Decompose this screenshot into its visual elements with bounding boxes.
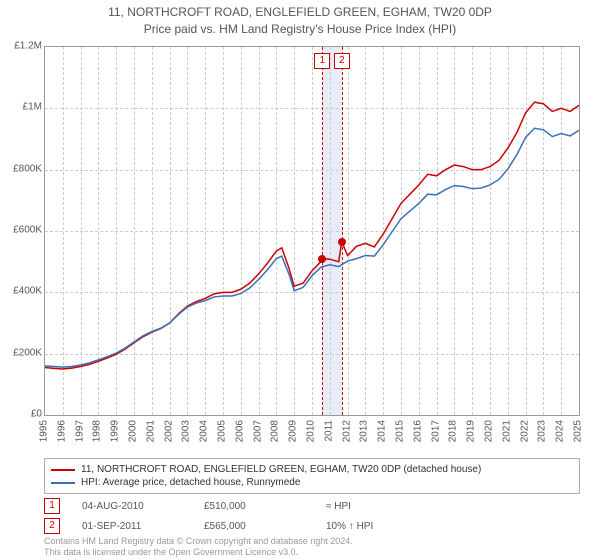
transaction-row: 2 01-SEP-2011 £565,000 10% ↑ HPI (44, 516, 580, 536)
footer-line-2: This data is licensed under the Open Gov… (44, 547, 298, 557)
x-axis-label: 1999 (110, 420, 121, 442)
y-axis-label: £0 (2, 409, 42, 420)
y-axis-label: £800K (2, 163, 42, 174)
chart-title: 11, NORTHCROFT ROAD, ENGLEFIELD GREEN, E… (0, 0, 600, 38)
transaction-price: £565,000 (204, 521, 304, 532)
series-hpi (45, 128, 579, 367)
transaction-note: ≈ HPI (326, 501, 426, 512)
y-axis-label: £600K (2, 225, 42, 236)
x-axis-label: 1998 (92, 420, 103, 442)
x-axis-label: 1996 (56, 420, 67, 442)
x-axis-label: 2019 (466, 420, 477, 442)
transaction-row: 1 04-AUG-2010 £510,000 ≈ HPI (44, 496, 580, 516)
marker-dot (338, 238, 346, 246)
x-axis-label: 2013 (359, 420, 370, 442)
marker-dot (318, 255, 326, 263)
transaction-index: 2 (44, 518, 60, 534)
x-axis-label: 2000 (128, 420, 139, 442)
x-axis-label: 2006 (234, 420, 245, 442)
x-axis-label: 2008 (270, 420, 281, 442)
x-axis-label: 2022 (519, 420, 530, 442)
transaction-date: 04-AUG-2010 (82, 501, 182, 512)
transaction-index: 1 (44, 498, 60, 514)
x-axis-label: 2002 (163, 420, 174, 442)
marker-label: 2 (334, 53, 350, 69)
marker-label: 1 (314, 53, 330, 69)
x-axis-label: 2011 (323, 420, 334, 442)
plot-area: 12 (44, 46, 580, 416)
series-svg (45, 47, 579, 415)
x-axis-label: 2010 (306, 420, 317, 442)
transaction-note: 10% ↑ HPI (326, 521, 426, 532)
x-axis-label: 2003 (181, 420, 192, 442)
legend-swatch (51, 469, 75, 471)
legend-row: 11, NORTHCROFT ROAD, ENGLEFIELD GREEN, E… (51, 463, 573, 476)
y-axis-label: £1.2M (2, 41, 42, 52)
x-axis-label: 2025 (573, 420, 584, 442)
transaction-date: 01-SEP-2011 (82, 521, 182, 532)
x-axis-label: 2015 (395, 420, 406, 442)
series-price_paid (45, 102, 579, 369)
x-axis-label: 2017 (430, 420, 441, 442)
title-line-2: Price paid vs. HM Land Registry's House … (144, 22, 456, 36)
x-axis-label: 2021 (501, 420, 512, 442)
title-line-1: 11, NORTHCROFT ROAD, ENGLEFIELD GREEN, E… (108, 5, 492, 19)
x-axis-label: 1995 (39, 420, 50, 442)
legend: 11, NORTHCROFT ROAD, ENGLEFIELD GREEN, E… (44, 458, 580, 494)
legend-label: 11, NORTHCROFT ROAD, ENGLEFIELD GREEN, E… (81, 464, 481, 475)
y-axis-label: £200K (2, 347, 42, 358)
x-axis-label: 2014 (377, 420, 388, 442)
chart-container: 11, NORTHCROFT ROAD, ENGLEFIELD GREEN, E… (0, 0, 600, 560)
legend-swatch (51, 482, 75, 484)
transaction-price: £510,000 (204, 501, 304, 512)
x-axis-label: 2009 (288, 420, 299, 442)
y-axis-label: £400K (2, 286, 42, 297)
x-axis-label: 2018 (448, 420, 459, 442)
legend-row: HPI: Average price, detached house, Runn… (51, 476, 573, 489)
footer-line-1: Contains HM Land Registry data © Crown c… (44, 536, 353, 546)
x-axis-label: 2016 (412, 420, 423, 442)
x-axis-label: 2007 (252, 420, 263, 442)
x-axis-label: 2004 (199, 420, 210, 442)
attribution-footer: Contains HM Land Registry data © Crown c… (44, 536, 353, 558)
x-axis-label: 2012 (341, 420, 352, 442)
x-axis-label: 2020 (484, 420, 495, 442)
x-axis-label: 2001 (145, 420, 156, 442)
x-axis-label: 2024 (555, 420, 566, 442)
x-axis-label: 2005 (217, 420, 228, 442)
transactions-table: 1 04-AUG-2010 £510,000 ≈ HPI 2 01-SEP-2011 £56… (44, 496, 580, 536)
legend-label: HPI: Average price, detached house, Runn… (81, 477, 300, 488)
x-axis-label: 2023 (537, 420, 548, 442)
x-axis-label: 1997 (74, 420, 85, 442)
y-axis-label: £1M (2, 102, 42, 113)
